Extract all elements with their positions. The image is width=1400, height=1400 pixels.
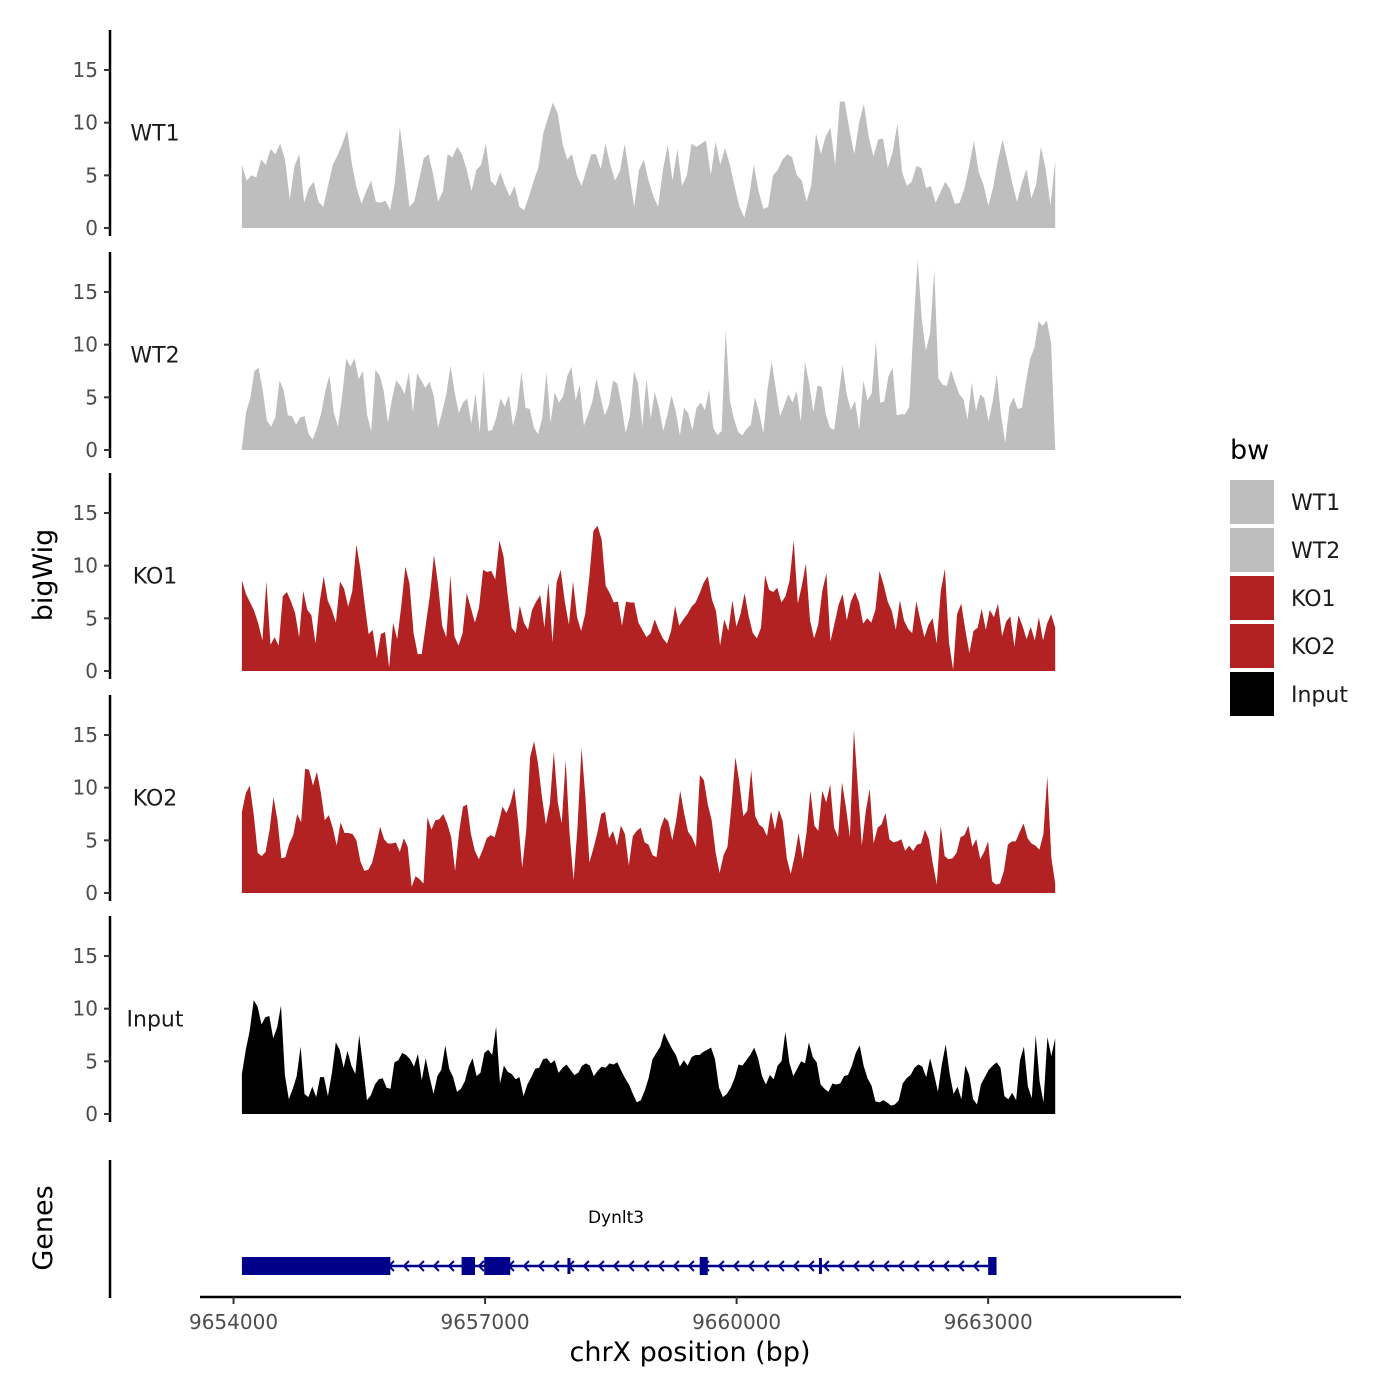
strand-arrow xyxy=(642,1260,650,1272)
strand-arrow xyxy=(657,1260,665,1272)
legend-label-wt2: WT2 xyxy=(1291,539,1340,564)
legend-swatch-wt2 xyxy=(1230,528,1274,572)
y-tick-label: 10 xyxy=(73,997,98,1021)
strand-arrow xyxy=(432,1260,440,1272)
strand-arrow xyxy=(972,1260,980,1272)
x-tick-label: 9663000 xyxy=(944,1310,1033,1334)
track-label-ko1: KO1 xyxy=(133,565,178,590)
genes-track-title: Genes xyxy=(28,1185,59,1270)
track-input: 0 5 10 15 Input xyxy=(73,916,1056,1126)
y-tick-label: 0 xyxy=(85,216,98,240)
track-label-wt2: WT2 xyxy=(130,344,179,369)
area-ko1 xyxy=(241,525,1056,671)
exon xyxy=(988,1257,997,1275)
y-tick-label: 0 xyxy=(85,659,98,683)
track-ko1: 0 5 10 15 KO1 xyxy=(73,473,1056,683)
exon xyxy=(484,1257,499,1275)
x-tick-label: 9660000 xyxy=(692,1310,781,1334)
exon xyxy=(699,1257,708,1275)
strand-arrow xyxy=(957,1260,965,1272)
legend-swatch-ko1 xyxy=(1230,576,1274,620)
y-tick-label: 15 xyxy=(73,944,98,968)
strand-arrow xyxy=(612,1260,620,1272)
x-axis: 9654000 9657000 9660000 9663000 xyxy=(189,1295,1181,1334)
strand-arrow xyxy=(717,1260,725,1272)
track-label-wt1: WT1 xyxy=(130,122,179,147)
y-tick-label: 5 xyxy=(85,385,98,409)
area-wt1 xyxy=(241,101,1056,228)
legend: bw WT1 WT2 KO1 KO2 Input xyxy=(1230,435,1348,716)
strand-arrow xyxy=(882,1260,890,1272)
legend-title: bw xyxy=(1230,435,1269,466)
y-tick-label: 10 xyxy=(73,554,98,578)
y-tick-label: 0 xyxy=(85,438,98,462)
strand-arrow xyxy=(792,1260,800,1272)
legend-label-ko2: KO2 xyxy=(1291,635,1336,660)
area-input xyxy=(241,1000,1056,1114)
strand-arrow xyxy=(732,1260,740,1272)
y-tick-label: 15 xyxy=(73,723,98,747)
strand-arrow xyxy=(687,1260,695,1272)
strand-arrow xyxy=(402,1260,410,1272)
strand-arrow xyxy=(477,1260,485,1272)
y-tick-label: 5 xyxy=(85,1049,98,1073)
strand-arrow xyxy=(837,1260,845,1272)
strand-arrow xyxy=(747,1260,755,1272)
track-wt2: 0 5 10 15 WT2 xyxy=(73,252,1056,462)
strand-arrow xyxy=(552,1260,560,1272)
x-tick-label: 9657000 xyxy=(441,1310,530,1334)
legend-swatch-wt1 xyxy=(1230,480,1274,524)
strand-arrow xyxy=(822,1260,830,1272)
track-ko2: 0 5 10 15 KO2 xyxy=(73,695,1056,905)
strand-arrow xyxy=(777,1260,785,1272)
y-tick-label: 10 xyxy=(73,776,98,800)
gene-track: Dynlt3 xyxy=(108,1160,997,1298)
strand-arrow xyxy=(537,1260,545,1272)
strand-arrow xyxy=(942,1260,950,1272)
gene-name-label: Dynlt3 xyxy=(588,1208,644,1228)
legend-swatch-input xyxy=(1230,672,1274,716)
signal-tracks: 0 5 10 15 WT1 0 5 10 15 WT2 0 5 10 15 KO1 0 5 10 15 KO2 0 5 10… xyxy=(73,30,1056,1126)
strand-arrow xyxy=(852,1260,860,1272)
y-tick-label: 5 xyxy=(85,163,98,187)
strand-arrow xyxy=(627,1260,635,1272)
strand-arrow xyxy=(897,1260,905,1272)
strand-arrow xyxy=(912,1260,920,1272)
strand-arrow xyxy=(417,1260,425,1272)
strand-arrow xyxy=(927,1260,935,1272)
legend-label-ko1: KO1 xyxy=(1291,587,1336,612)
legend-swatch-ko2 xyxy=(1230,624,1274,668)
area-ko2 xyxy=(241,729,1056,893)
area-wt2 xyxy=(241,259,1056,450)
exon xyxy=(498,1257,511,1275)
strand-arrow xyxy=(807,1260,815,1272)
track-label-ko2: KO2 xyxy=(133,787,178,812)
track-wt1: 0 5 10 15 WT1 xyxy=(73,30,1056,240)
legend-label-wt1: WT1 xyxy=(1291,491,1340,516)
strand-arrow xyxy=(867,1260,875,1272)
x-tick-label: 9654000 xyxy=(189,1310,278,1334)
strand-arrow xyxy=(762,1260,770,1272)
strand-arrow xyxy=(522,1260,530,1272)
y-tick-label: 15 xyxy=(73,58,98,82)
strand-arrow xyxy=(582,1260,590,1272)
exon xyxy=(461,1257,476,1275)
y-tick-label: 5 xyxy=(85,828,98,852)
track-label-input: Input xyxy=(127,1008,184,1033)
y-tick-label: 10 xyxy=(73,111,98,135)
strand-arrow xyxy=(447,1260,455,1272)
y-tick-label: 5 xyxy=(85,606,98,630)
strand-arrow xyxy=(672,1260,680,1272)
x-axis-title: chrX position (bp) xyxy=(569,1337,810,1368)
y-tick-label: 0 xyxy=(85,881,98,905)
legend-label-input: Input xyxy=(1291,683,1348,708)
strand-arrow xyxy=(597,1260,605,1272)
y-tick-label: 15 xyxy=(73,501,98,525)
y-tick-label: 15 xyxy=(73,280,98,304)
y-tick-label: 0 xyxy=(85,1102,98,1126)
y-tick-label: 10 xyxy=(73,333,98,357)
exon xyxy=(241,1257,391,1275)
y-axis-title: bigWig xyxy=(28,529,59,622)
